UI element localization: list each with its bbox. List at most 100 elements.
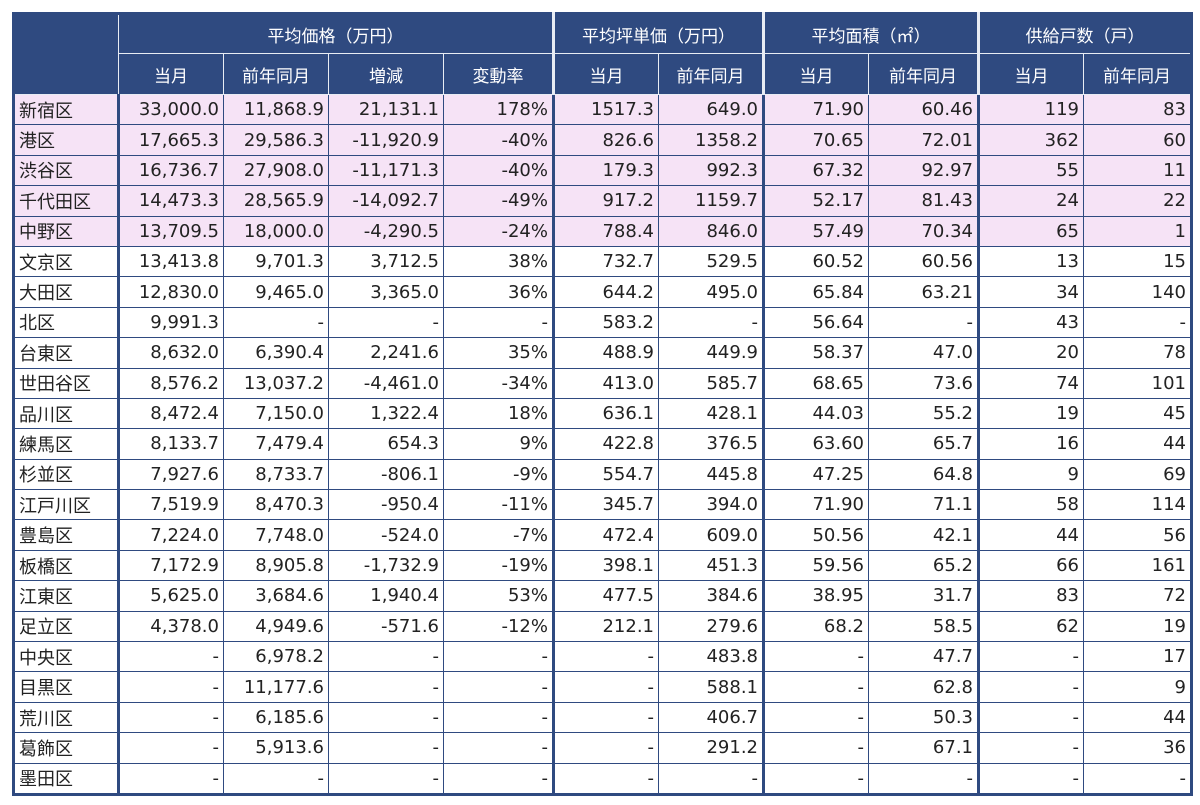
table-cell: -19% xyxy=(443,549,554,582)
ward-name: 練馬区 xyxy=(13,428,119,460)
table-cell: 81.43 xyxy=(868,185,979,217)
table-cell: 38.95 xyxy=(762,580,869,612)
table-cell: 65.2 xyxy=(868,549,979,582)
table-cell: - xyxy=(977,701,1084,734)
table-cell: - xyxy=(443,762,554,795)
table-cell: 179.3 xyxy=(552,154,659,187)
table-cell: 65 xyxy=(977,215,1084,247)
table-cell: -571.6 xyxy=(328,610,444,643)
table-row: 北区 9,991.3- - -583.2-56.64-43- xyxy=(13,306,1192,339)
table-cell: 38% xyxy=(443,245,554,278)
table-cell: 45 xyxy=(1083,397,1192,430)
table-cell: 47.7 xyxy=(868,641,979,673)
table-cell: 1358.2 xyxy=(658,124,764,156)
table-cell: 19 xyxy=(977,397,1084,430)
sub-header: 前年同月 xyxy=(868,53,979,95)
group-header: 供給戸数（戸） xyxy=(977,13,1192,54)
table-cell: 57.49 xyxy=(762,215,869,247)
table-cell: - xyxy=(328,701,444,734)
table-cell: - xyxy=(762,671,869,703)
table-cell: 60.56 xyxy=(868,245,979,278)
table-cell: 34 xyxy=(977,276,1084,308)
ward-name: 渋谷区 xyxy=(13,154,119,187)
table-cell: 31.7 xyxy=(868,580,979,612)
table-cell: 1 xyxy=(1083,215,1192,247)
table-cell: - xyxy=(762,762,869,795)
table-cell: 71.1 xyxy=(868,489,979,521)
sub-header: 前年同月 xyxy=(223,53,329,95)
table-cell: 71.90 xyxy=(762,93,869,126)
table-cell: 2,241.6 xyxy=(328,337,444,369)
table-cell: 8,576.2 xyxy=(117,367,224,399)
group-header: 平均坪単価（万円） xyxy=(552,13,764,54)
table-cell: 63.21 xyxy=(868,276,979,308)
table-cell: 13,037.2 xyxy=(223,367,329,399)
table-cell: 13 xyxy=(977,245,1084,278)
table-cell: 8,632.0 xyxy=(117,337,224,369)
sub-header: 前年同月 xyxy=(1083,53,1192,95)
table-cell: - xyxy=(977,732,1084,764)
table-cell: 992.3 xyxy=(658,154,764,187)
table-cell: - xyxy=(443,641,554,673)
sub-header: 増減 xyxy=(328,53,444,95)
table-row: 江東区 5,625.0 3,684.6 1,940.4 53% 477.5 384.6 38.… xyxy=(13,580,1192,612)
table-cell: 53% xyxy=(443,580,554,612)
table-row: 中野区 13,709.5 18,000.0 -4,290.5 -24% 788.4 846.… xyxy=(13,215,1192,247)
table-cell: 9% xyxy=(443,428,554,460)
table-cell: 445.8 xyxy=(658,458,764,491)
table-cell: 58.37 xyxy=(762,337,869,369)
sub-header: 当月 xyxy=(977,53,1084,95)
ward-name: 世田谷区 xyxy=(13,367,119,399)
table-cell: - xyxy=(117,701,224,734)
table-cell: 72.01 xyxy=(868,124,979,156)
table-cell: 9,991.3 xyxy=(117,306,224,339)
table-row: 豊島区 7,224.0 7,748.0 -524.0 -7% 472.4 609.0 50.5… xyxy=(13,519,1192,551)
table-cell: 9 xyxy=(977,458,1084,491)
ward-name: 千代田区 xyxy=(13,185,119,217)
table-cell: 68.65 xyxy=(762,367,869,399)
ward-name: 足立区 xyxy=(13,610,119,643)
table-cell: 44 xyxy=(1083,701,1192,734)
table-row: 墨田区 - - - - - - - - - - xyxy=(13,762,1192,795)
table-row: 世田谷区 8,576.2 13,037.2 -4,461.0 -34% 413.0 585.… xyxy=(13,367,1192,399)
table-cell: 732.7 xyxy=(552,245,659,278)
ward-name: 大田区 xyxy=(13,276,119,308)
table-cell: 140 xyxy=(1083,276,1192,308)
table-cell: 59.56 xyxy=(762,549,869,582)
table-cell: 583.2 xyxy=(552,306,659,339)
ward-name: 板橋区 xyxy=(13,549,119,582)
table-cell: 16 xyxy=(977,428,1084,460)
table-cell: - xyxy=(223,762,329,795)
table-cell: 1,940.4 xyxy=(328,580,444,612)
table-cell: 8,470.3 xyxy=(223,489,329,521)
sub-header: 変動率 xyxy=(443,53,554,95)
table-cell: 376.5 xyxy=(658,428,764,460)
table-cell: - xyxy=(117,732,224,764)
table-cell: -24% xyxy=(443,215,554,247)
corner-cell xyxy=(13,13,119,95)
table-cell: -11,920.9 xyxy=(328,124,444,156)
table-cell: - xyxy=(443,306,554,339)
table-cell: 449.9 xyxy=(658,337,764,369)
table-cell: 58.5 xyxy=(868,610,979,643)
table-cell: - xyxy=(762,641,869,673)
table-cell: 13,709.5 xyxy=(117,215,224,247)
table-cell: 15 xyxy=(1083,245,1192,278)
table-cell: 78 xyxy=(1083,337,1192,369)
table-header: 平均価格（万円） 平均坪単価（万円） 平均面積（㎡） 供給戸数（戸） 当月 前年同月 増減… xyxy=(13,13,1192,95)
table-cell: -524.0 xyxy=(328,519,444,551)
table-row: 葛飾区 -5,913.6- - -291.2-67.1-36 xyxy=(13,732,1192,764)
table-body: 新宿区 33,000.0 11,868.9 21,131.1 178% 1517.3 649… xyxy=(13,93,1192,795)
table-cell: - xyxy=(658,306,764,339)
table-cell: 161 xyxy=(1083,549,1192,582)
table-cell: -4,290.5 xyxy=(328,215,444,247)
table-cell: 5,913.6 xyxy=(223,732,329,764)
table-cell: 483.8 xyxy=(658,641,764,673)
table-cell: 8,472.4 xyxy=(117,397,224,430)
table-cell: 477.5 xyxy=(552,580,659,612)
table-cell: 495.0 xyxy=(658,276,764,308)
table-cell: 4,378.0 xyxy=(117,610,224,643)
table-cell: - xyxy=(977,671,1084,703)
table-cell: - xyxy=(117,762,224,795)
